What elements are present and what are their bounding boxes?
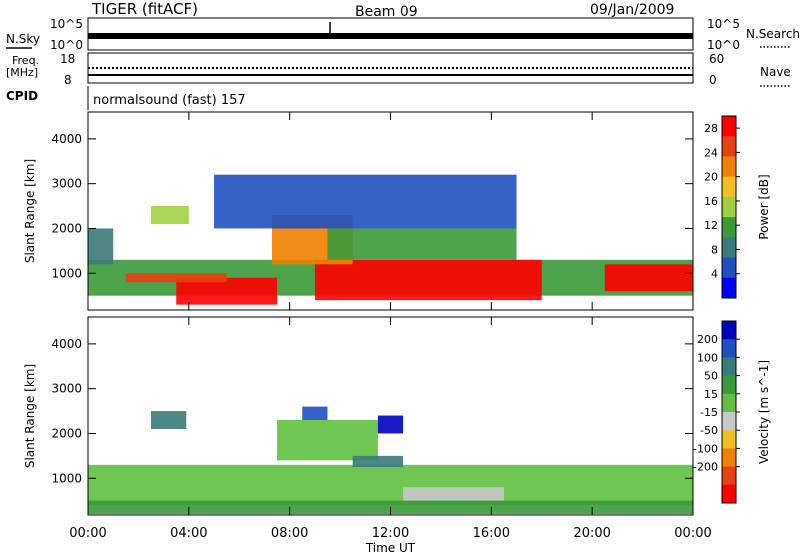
power-colorbar-label: 4 [711,268,718,281]
power-ytick-label: 3000 [51,177,82,191]
power-colorbar-segment [722,277,736,299]
velocity-colorbar-label: 50 [704,370,718,383]
velocity-region [352,455,404,468]
velocity-colorbar-segment [722,430,736,449]
power-region [214,174,517,229]
xaxis-title: Time UT [365,541,416,554]
power-colorbar-title: Power [dB] [757,174,771,239]
power-region [327,228,517,260]
freq-strip-frame [87,52,694,84]
velocity-colorbar-label: -15 [700,406,718,419]
power-region [151,206,189,224]
nsearch-tick-top: 10^5 [707,17,740,31]
power-ytick-label: 1000 [51,266,82,280]
nave-tick-bottom: 0 [709,73,717,87]
power-colorbar-segment [722,257,736,279]
cpid-label: CPID [6,89,38,103]
power-colorbar-label: 8 [711,243,718,256]
time-tick-label: 04:00 [170,526,207,541]
power-ylabel: Slant Range [km] [23,159,37,263]
velocity-colorbar-label: -200 [693,461,718,474]
cpid-text: normalsound (fast) 157 [93,93,246,108]
nsky-tick-bottom: 10^0 [50,38,83,52]
time-tick-label: 20:00 [573,526,610,541]
velocity-ylabel: Slant Range [km] [23,364,37,468]
nsearch-tick-bottom: 10^0 [707,38,740,52]
velocity-ytick-label: 3000 [51,382,82,396]
velocity-ytick-label: 2000 [51,426,82,440]
power-colorbar-segment [722,217,736,238]
velocity-ytick-label: 1000 [51,471,82,485]
nsearch-label: N.Search [746,27,800,41]
power-region [314,259,542,301]
power-ytick-label: 4000 [51,132,82,146]
velocity-region [403,487,504,501]
power-ytick-label: 2000 [51,221,82,235]
power-colorbar-segment [722,196,736,218]
power-region [88,228,114,265]
power-colorbar-segment [722,136,736,157]
date-title: 09/Jan/2009 [590,2,674,18]
freq-tick-bottom: 8 [64,73,72,87]
velocity-colorbar-segment [722,339,736,358]
time-tick-label: 00:00 [69,526,106,541]
velocity-colorbar-label: 15 [704,388,718,401]
power-colorbar-frame [721,115,737,299]
velocity-colorbar-segment [722,448,736,468]
velocity-colorbar-label: -50 [700,424,718,437]
power-colorbar-label: 12 [704,219,718,232]
velocity-region [377,415,404,434]
power-colorbar-label: 28 [704,122,718,135]
velocity-colorbar-segment [722,466,736,486]
velocity-colorbar-label: -100 [693,442,718,455]
power-colorbar-label: 16 [704,195,718,208]
nave-label: Nave [760,65,791,79]
velocity-colorbar-label: 100 [697,351,718,364]
freq-label-2: [MHz] [6,66,38,79]
nsky-trace [88,33,693,39]
velocity-ytick-label: 4000 [51,337,82,351]
power-region [604,264,693,292]
velocity-colorbar-title: Velocity [m s^-1] [757,360,771,464]
time-tick-label: 12:00 [372,526,409,541]
radar-title: TIGER (fitACF) [91,0,198,18]
power-colorbar-label: 20 [704,171,718,184]
velocity-region [88,464,693,506]
velocity-colorbar-segment [722,412,736,431]
velocity-region [277,420,378,461]
velocity-colorbar-segment [722,393,736,413]
time-tick-label: 08:00 [271,526,308,541]
velocity-region [302,406,328,421]
nave-tick-top: 60 [709,52,724,66]
power-colorbar-label: 24 [704,146,718,159]
power-colorbar-segment [722,156,736,178]
time-tick-label: 16:00 [473,526,510,541]
velocity-region [151,411,187,429]
velocity-colorbar-segment [722,321,736,340]
velocity-colorbar-segment [722,484,736,504]
nsky-label: N.Sky [6,32,40,46]
freq-label-1: Freq. [12,54,39,67]
beam-title: Beam 09 [355,4,418,20]
velocity-panel: 1000 2000 3000 4000 Slant Range [km] 200 100 50… [23,316,771,516]
power-panel: 1000 2000 3000 4000 Slant Range [km] 4 8 12 16 20… [23,111,771,311]
nsky-tick-top: 10^5 [50,17,83,31]
power-colorbar-segment [722,116,736,137]
velocity-colorbar-segment [722,357,736,377]
velocity-colorbar-label: 200 [697,333,718,346]
power-colorbar-segment [722,176,736,198]
freq-tick-top: 18 [60,52,75,66]
velocity-colorbar-segment [722,375,736,395]
power-colorbar-segment [722,237,736,259]
time-tick-label: 00:00 [674,526,711,541]
power-region [125,273,227,283]
